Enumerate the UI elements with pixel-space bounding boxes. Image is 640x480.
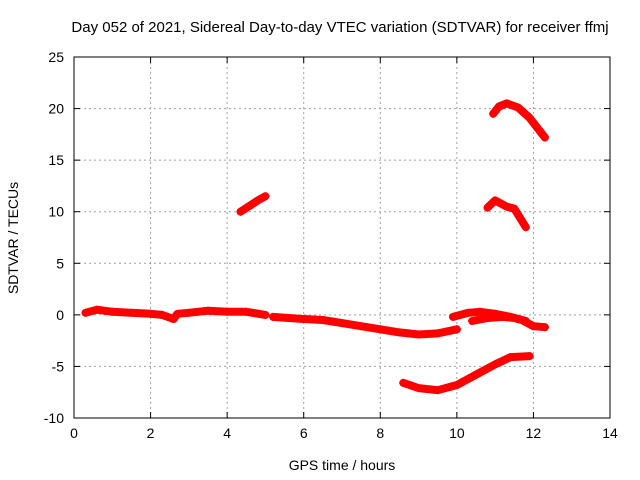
data-point bbox=[433, 329, 442, 338]
data-point bbox=[242, 307, 251, 316]
data-point bbox=[472, 370, 480, 379]
x-tick-label: 8 bbox=[376, 425, 384, 441]
y-tick-label: -5 bbox=[52, 358, 65, 374]
data-point bbox=[127, 308, 136, 317]
data-point bbox=[494, 102, 503, 111]
data-point bbox=[246, 201, 255, 210]
data-point bbox=[284, 313, 293, 322]
x-tick-label: 14 bbox=[602, 425, 618, 441]
data-point bbox=[81, 308, 90, 317]
x-tick-label: 4 bbox=[223, 425, 231, 441]
data-point bbox=[433, 386, 442, 395]
data-point bbox=[491, 196, 500, 205]
data-point bbox=[483, 203, 492, 212]
x-tick-label: 6 bbox=[300, 425, 308, 441]
data-point bbox=[540, 323, 549, 332]
data-point bbox=[204, 306, 212, 315]
data-point bbox=[521, 317, 530, 326]
series-band bbox=[399, 352, 534, 395]
data-point bbox=[184, 308, 193, 317]
data-point bbox=[357, 322, 366, 331]
data-point bbox=[261, 192, 270, 201]
data-point bbox=[510, 204, 519, 213]
data-point bbox=[510, 313, 519, 322]
data-point bbox=[540, 133, 549, 142]
x-axis-label: GPS time / hours bbox=[289, 457, 396, 473]
data-point bbox=[399, 378, 408, 387]
y-tick-label: 20 bbox=[48, 101, 64, 117]
data-point bbox=[449, 312, 458, 321]
data-point bbox=[414, 384, 423, 393]
grid bbox=[74, 57, 610, 418]
data-point bbox=[464, 308, 473, 317]
chart-title: Day 052 of 2021, Sidereal Day-to-day VTE… bbox=[71, 19, 608, 36]
data-point bbox=[173, 309, 182, 318]
y-tick-label: -10 bbox=[44, 410, 64, 426]
data-point bbox=[514, 103, 523, 112]
data-point bbox=[502, 202, 511, 211]
data-point bbox=[506, 353, 515, 362]
data-point bbox=[414, 330, 423, 339]
axis-ticks: 0 2 4 6 8 10 12 14 -10 -5 0 5 10 15 20 25 bbox=[44, 49, 618, 441]
x-tick-label: 10 bbox=[449, 425, 465, 441]
data-point bbox=[108, 307, 117, 316]
data-point bbox=[489, 109, 498, 118]
y-tick-label: 25 bbox=[48, 49, 64, 65]
data-point bbox=[475, 307, 484, 316]
y-tick-label: 0 bbox=[56, 307, 64, 323]
data-point bbox=[223, 307, 232, 316]
data-point bbox=[452, 380, 461, 389]
data-point bbox=[498, 312, 507, 321]
data-point bbox=[338, 319, 346, 328]
y-tick-label: 5 bbox=[56, 255, 64, 271]
y-tick-label: 10 bbox=[48, 204, 64, 220]
data-series bbox=[81, 99, 549, 395]
data-point bbox=[529, 322, 538, 331]
data-point bbox=[525, 113, 534, 122]
data-point bbox=[146, 309, 155, 318]
data-point bbox=[236, 207, 245, 216]
data-point bbox=[261, 310, 270, 319]
data-point bbox=[502, 99, 511, 108]
y-axis-label: SDTVAR / TECUs bbox=[5, 182, 21, 294]
data-point bbox=[452, 325, 461, 334]
series-band bbox=[489, 99, 549, 142]
plot-frame bbox=[73, 56, 611, 419]
x-tick-label: 0 bbox=[70, 425, 78, 441]
y-tick-label: 15 bbox=[48, 152, 64, 168]
data-point bbox=[395, 328, 404, 337]
data-point bbox=[253, 196, 262, 205]
data-point bbox=[158, 310, 167, 319]
series-band bbox=[236, 192, 270, 216]
data-point bbox=[376, 325, 385, 334]
x-tick-label: 2 bbox=[147, 425, 155, 441]
data-point bbox=[169, 314, 178, 323]
data-point bbox=[269, 312, 278, 321]
data-point bbox=[491, 360, 500, 369]
data-point bbox=[483, 313, 492, 322]
data-point bbox=[468, 317, 477, 326]
data-point bbox=[318, 316, 327, 325]
data-point bbox=[525, 352, 534, 361]
data-point bbox=[521, 223, 530, 232]
x-tick-label: 12 bbox=[526, 425, 542, 441]
data-point bbox=[299, 314, 308, 323]
data-point bbox=[92, 305, 101, 314]
